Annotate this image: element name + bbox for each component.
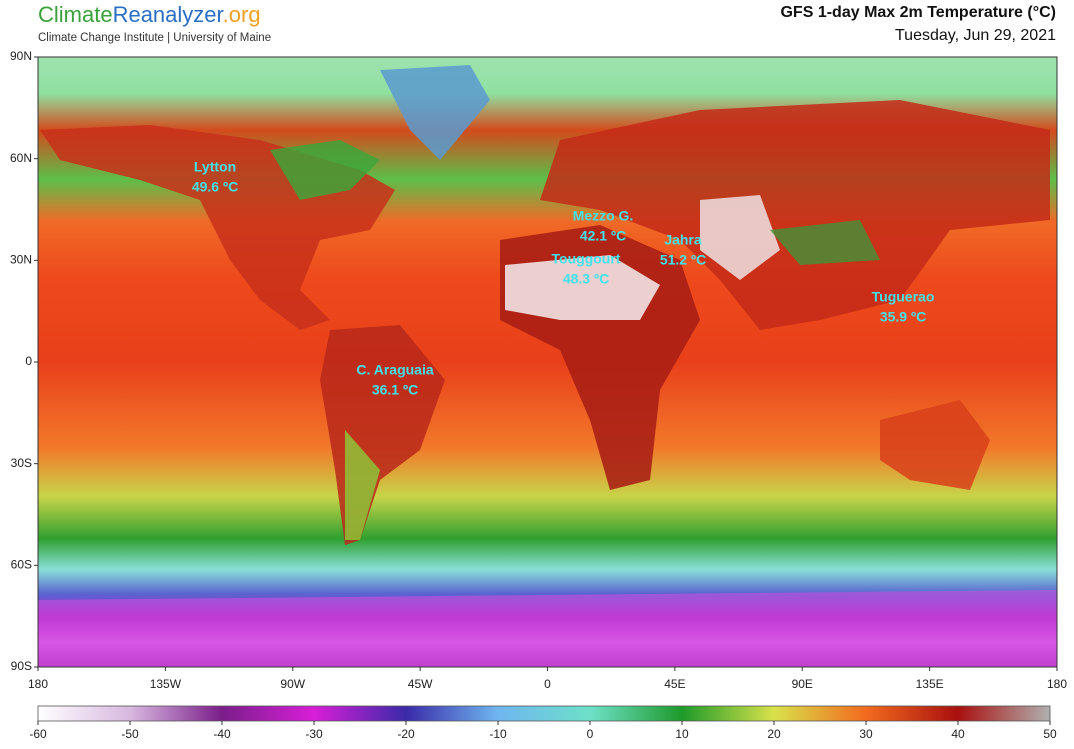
lon-label: 180 (1047, 677, 1067, 691)
place-name: C. Araguaia (356, 362, 433, 378)
australia (880, 400, 990, 490)
brand-part: Reanalyzer (113, 2, 224, 27)
lon-label: 45E (664, 677, 685, 691)
lon-label: 90E (792, 677, 813, 691)
greenland (380, 65, 490, 160)
colorbar-label: 20 (767, 727, 781, 741)
lon-label: 0 (544, 677, 551, 691)
lon-label: 180 (28, 677, 48, 691)
place-temp: 51.2 ºC (660, 252, 706, 268)
place-name: Lytton (194, 159, 236, 175)
lat-label: 90N (10, 49, 32, 63)
lat-label: 30S (11, 456, 32, 470)
colorbar-label: -40 (213, 727, 231, 741)
lat-label: 60S (11, 558, 32, 572)
lat-label: 90S (11, 659, 32, 673)
colorbar-label: -20 (397, 727, 415, 741)
lat-label: 0 (25, 354, 32, 368)
place-temp: 49.6 ºC (192, 179, 238, 195)
middle-east-heat (700, 195, 780, 280)
place-name: Tuguerao (872, 289, 935, 305)
place-temp: 35.9 ºC (880, 309, 926, 325)
andes (345, 430, 380, 540)
lon-label: 135E (916, 677, 944, 691)
place-name: Jahra (664, 232, 702, 248)
colorbar-label: 10 (675, 727, 689, 741)
colorbar-label: -50 (121, 727, 139, 741)
map-field (38, 57, 1057, 667)
place-name: Touggourt (552, 251, 621, 267)
lon-label: 135W (150, 677, 182, 691)
place-temp: 42.1 ºC (580, 228, 626, 244)
colorbar-label: -30 (305, 727, 323, 741)
place-temp: 36.1 ºC (372, 382, 418, 398)
colorbar-label: 0 (587, 727, 594, 741)
colorbar-label: -10 (489, 727, 507, 741)
tagline: Climate Change Institute | University of… (38, 32, 271, 44)
lat-label: 60N (10, 151, 32, 165)
brand: ClimateReanalyzer.org (38, 2, 261, 27)
place-temp: 48.3 ºC (563, 271, 609, 287)
place-name: Mezzo G. (573, 208, 634, 224)
map-date: Tuesday, Jun 29, 2021 (895, 27, 1056, 44)
tibet (770, 220, 880, 265)
antarctica (38, 590, 1057, 667)
colorbar-label: 30 (859, 727, 873, 741)
lat-label: 30N (10, 253, 32, 267)
colorbar-label: 40 (951, 727, 965, 741)
lon-label: 45W (408, 677, 433, 691)
map-title: GFS 1-day Max 2m Temperature (°C) (780, 4, 1056, 21)
sahara-heat (505, 255, 660, 320)
eurasia (540, 100, 1050, 330)
colorbar (37, 705, 1051, 722)
colorbar-label: 50 (1043, 727, 1057, 741)
brand-part: Climate (38, 2, 113, 27)
canada-east (270, 140, 380, 200)
colorbar-label: -60 (29, 727, 47, 741)
lon-label: 90W (280, 677, 305, 691)
brand-part: .org (223, 2, 261, 27)
